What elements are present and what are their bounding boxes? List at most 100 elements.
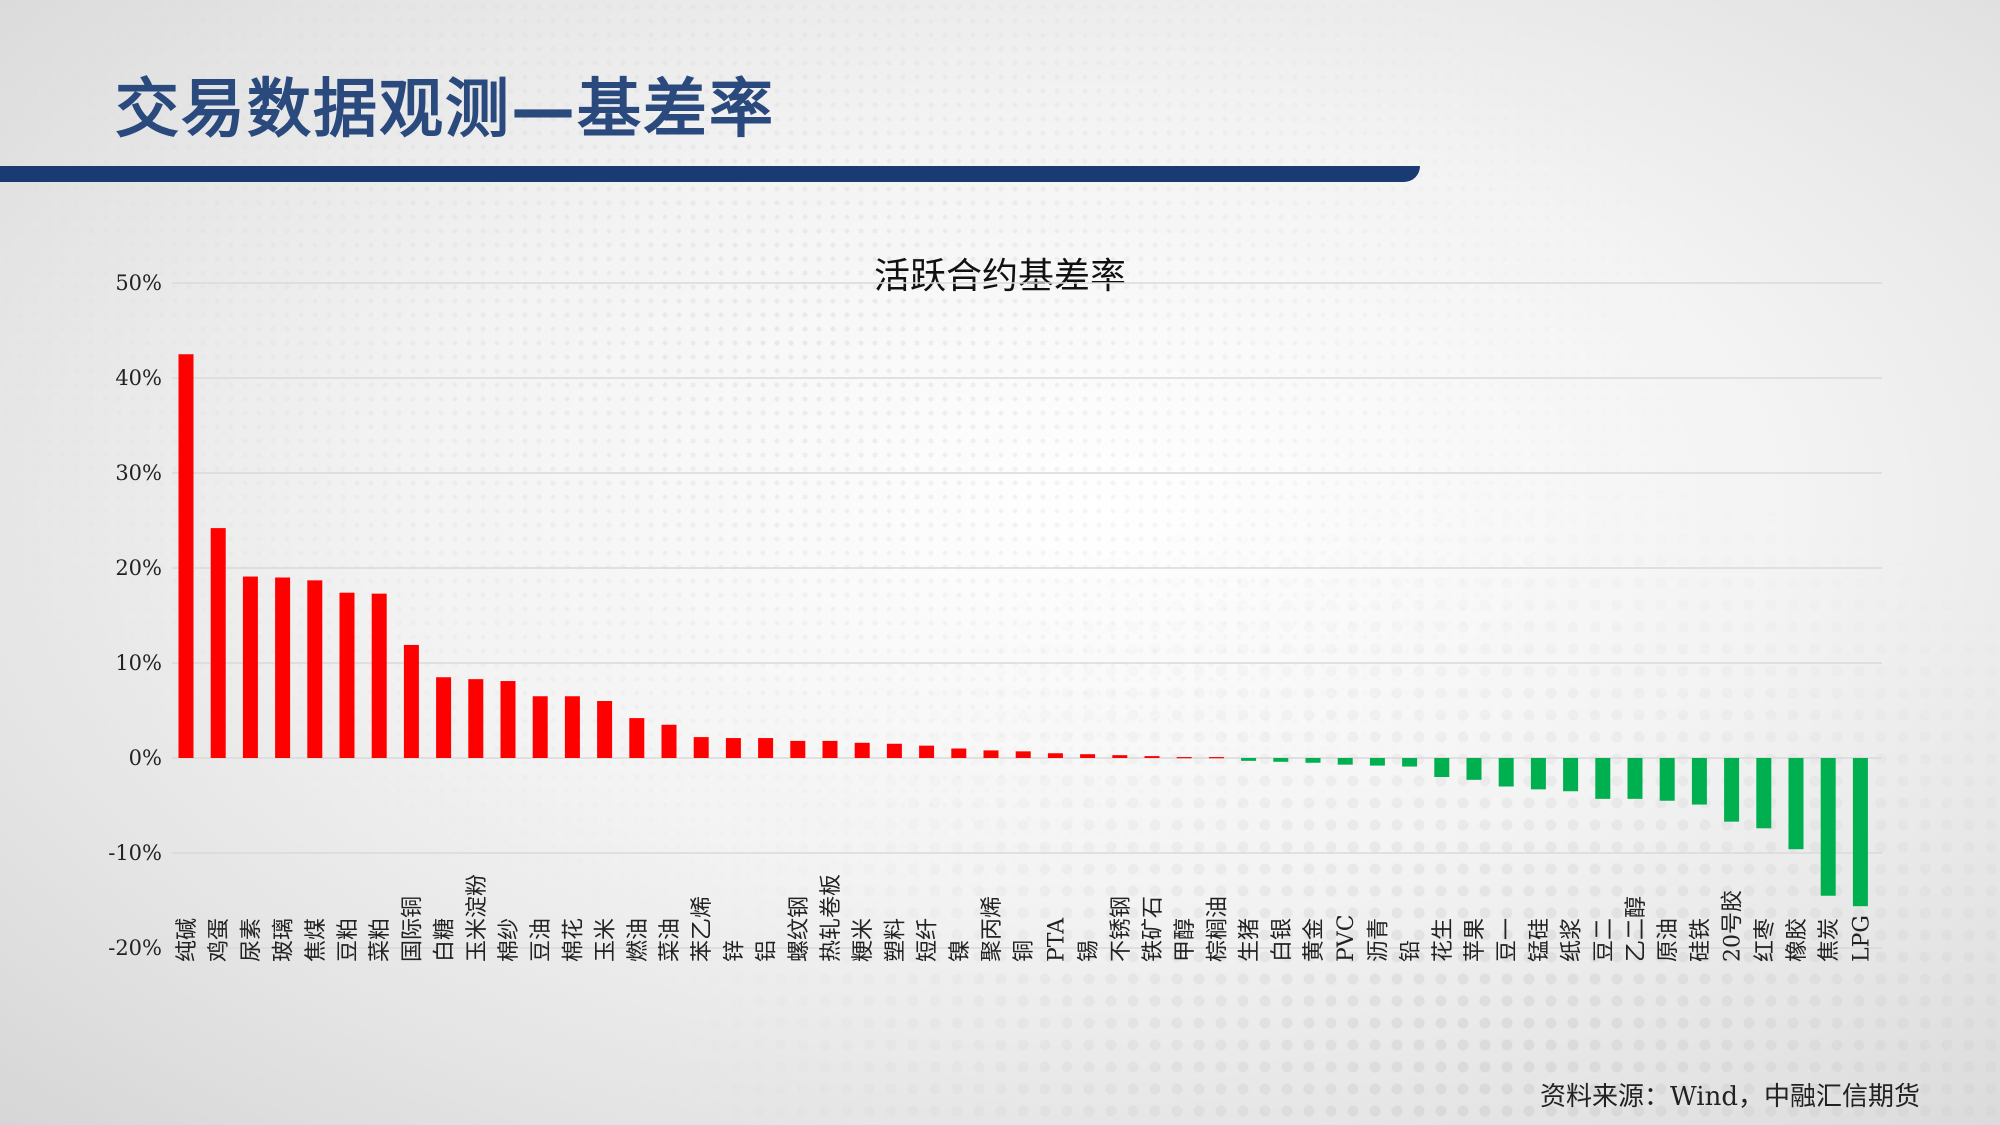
bar-尿素	[242, 576, 258, 758]
bar-焦炭	[1820, 758, 1836, 896]
title-underline-bar	[0, 166, 1420, 182]
x-category-label: 燃油	[626, 918, 651, 962]
bar-苯乙烯	[693, 737, 709, 758]
bar-沥青	[1369, 758, 1385, 766]
bar-纸浆	[1563, 758, 1579, 792]
y-tick-label: 0%	[129, 746, 162, 770]
bar-短纤	[919, 745, 935, 758]
x-category-label: 红枣	[1753, 918, 1778, 962]
bar-菜油	[661, 724, 677, 758]
x-category-label: 硅铁	[1688, 918, 1713, 962]
x-category-label: PTA	[1044, 917, 1069, 962]
x-category-label: 粳米	[851, 918, 876, 962]
x-category-label: 棉纱	[497, 918, 522, 962]
x-category-label: 乙二醇	[1624, 896, 1649, 962]
x-category-label: 镍	[948, 940, 973, 962]
bar-铅	[1402, 758, 1418, 767]
bar-硅铁	[1691, 758, 1707, 805]
x-category-label: 黄金	[1302, 918, 1327, 962]
bar-塑料	[886, 743, 902, 758]
x-category-label: 玉米淀粉	[465, 874, 490, 962]
bar-豆粕	[339, 592, 355, 758]
bar-锌	[725, 738, 741, 758]
bar-棕榈油	[1208, 757, 1224, 759]
y-tick-label: 40%	[115, 366, 162, 390]
bar-铝	[758, 738, 774, 758]
chart-gridlines	[172, 282, 1882, 949]
x-category-label: 菜粕	[368, 918, 393, 962]
x-category-label: 焦煤	[304, 918, 329, 962]
bar-棉纱	[500, 681, 516, 758]
bar-不锈钢	[1112, 755, 1128, 758]
bar-棉花	[564, 696, 580, 758]
page-title: 交易数据观测—基差率	[115, 73, 775, 147]
x-category-label: 铅	[1399, 940, 1424, 962]
x-category-label: 螺纹钢	[787, 896, 812, 962]
x-category-label: 鸡蛋	[207, 918, 232, 962]
x-category-label: 沥青	[1366, 918, 1391, 962]
x-category-label: 豆二	[1592, 918, 1617, 962]
x-category-label: 棉花	[561, 918, 586, 962]
bar-玉米	[597, 701, 613, 758]
x-category-label: 原油	[1656, 918, 1681, 962]
bar-焦煤	[307, 580, 323, 758]
x-category-label: 花生	[1431, 918, 1456, 962]
x-category-label: 生猪	[1238, 918, 1263, 962]
bar-鸡蛋	[210, 528, 226, 758]
bar-原油	[1659, 758, 1675, 801]
x-category-label: 豆一	[1495, 918, 1520, 962]
bar-镍	[951, 748, 967, 758]
x-category-label: 国际铜	[400, 896, 425, 962]
bar-铜	[1015, 751, 1031, 758]
x-category-label: 豆油	[529, 918, 554, 962]
bar-国际铜	[403, 644, 419, 758]
x-category-label: 豆粕	[336, 918, 361, 962]
x-category-label: 20号胶	[1721, 890, 1746, 962]
bar-玻璃	[275, 577, 291, 758]
bar-豆一	[1498, 758, 1514, 787]
x-category-label: 焦炭	[1817, 918, 1842, 962]
x-category-label: 铜	[1012, 940, 1037, 962]
data-source-note: 资料来源：Wind，中融汇信期货	[1540, 1082, 1920, 1112]
x-category-label: 锰硅	[1527, 918, 1552, 962]
bar-菜粕	[371, 593, 387, 758]
bar-燃油	[629, 718, 645, 758]
bar-铁矿石	[1144, 756, 1160, 758]
y-tick-label: -10%	[108, 841, 162, 865]
bar-热轧卷板	[822, 740, 838, 758]
bar-苹果	[1466, 758, 1482, 780]
x-category-label: 甲醇	[1173, 918, 1198, 962]
chart-bars	[178, 354, 1868, 907]
bar-红枣	[1756, 758, 1772, 829]
y-tick-label: 20%	[115, 556, 162, 580]
bar-花生	[1434, 758, 1450, 777]
x-category-label: PVC	[1334, 914, 1359, 962]
y-axis-tick-labels: -20% -10% 0% 10% 20% 30% 40% 50%	[108, 271, 162, 960]
bar-豆油	[532, 696, 548, 758]
x-category-label: 菜油	[658, 918, 683, 962]
bar-PTA	[1047, 753, 1063, 758]
x-category-label: 白糖	[433, 918, 458, 962]
bar-豆二	[1595, 758, 1611, 799]
bar-玉米淀粉	[468, 679, 484, 758]
bar-螺纹钢	[790, 740, 806, 758]
bar-锰硅	[1530, 758, 1546, 790]
bar-甲醇	[1176, 757, 1192, 759]
x-category-label: LPG	[1849, 915, 1874, 962]
bar-橡胶	[1788, 758, 1804, 850]
y-tick-label: 50%	[115, 271, 162, 295]
x-category-label: 尿素	[239, 918, 264, 962]
x-category-label: 热轧卷板	[819, 874, 844, 962]
bar-白糖	[436, 677, 452, 758]
x-category-label: 聚丙烯	[980, 896, 1005, 962]
bar-锡	[1080, 754, 1096, 758]
x-category-label: 不锈钢	[1109, 896, 1134, 962]
bar-白银	[1273, 758, 1289, 762]
y-tick-label: 10%	[115, 651, 162, 675]
x-category-label: 玉米	[594, 918, 619, 962]
bar-LPG	[1852, 758, 1868, 907]
x-category-label: 铝	[755, 940, 780, 962]
